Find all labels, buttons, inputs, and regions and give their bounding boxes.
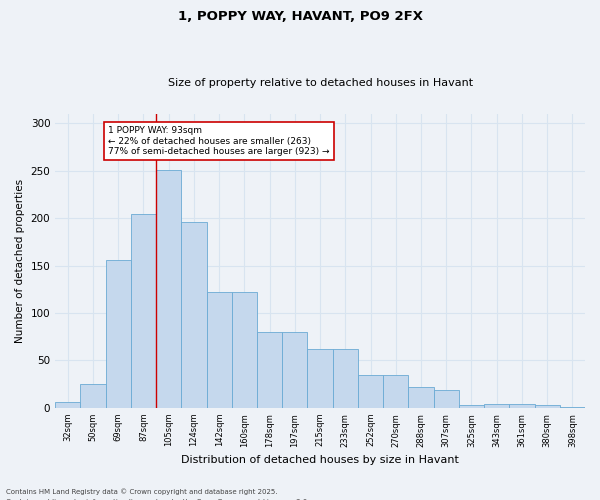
Bar: [282, 332, 307, 408]
Bar: [307, 349, 332, 408]
Bar: [181, 222, 206, 408]
X-axis label: Distribution of detached houses by size in Havant: Distribution of detached houses by size …: [181, 455, 459, 465]
Bar: [509, 404, 535, 408]
Text: Contains HM Land Registry data © Crown copyright and database right 2025.: Contains HM Land Registry data © Crown c…: [6, 488, 277, 495]
Bar: [232, 292, 257, 408]
Bar: [156, 170, 181, 408]
Bar: [409, 387, 434, 408]
Bar: [459, 405, 484, 408]
Bar: [80, 384, 106, 408]
Bar: [560, 407, 585, 408]
Bar: [131, 214, 156, 408]
Bar: [535, 405, 560, 408]
Bar: [383, 374, 409, 408]
Bar: [358, 374, 383, 408]
Bar: [257, 332, 282, 408]
Text: Contains public sector information licensed under the Open Government Licence v3: Contains public sector information licen…: [6, 499, 310, 500]
Bar: [332, 349, 358, 408]
Text: 1 POPPY WAY: 93sqm
← 22% of detached houses are smaller (263)
77% of semi-detach: 1 POPPY WAY: 93sqm ← 22% of detached hou…: [108, 126, 329, 156]
Text: 1, POPPY WAY, HAVANT, PO9 2FX: 1, POPPY WAY, HAVANT, PO9 2FX: [178, 10, 422, 23]
Bar: [484, 404, 509, 408]
Bar: [106, 260, 131, 408]
Title: Size of property relative to detached houses in Havant: Size of property relative to detached ho…: [167, 78, 473, 88]
Bar: [55, 402, 80, 408]
Bar: [206, 292, 232, 408]
Y-axis label: Number of detached properties: Number of detached properties: [15, 179, 25, 343]
Bar: [434, 390, 459, 408]
